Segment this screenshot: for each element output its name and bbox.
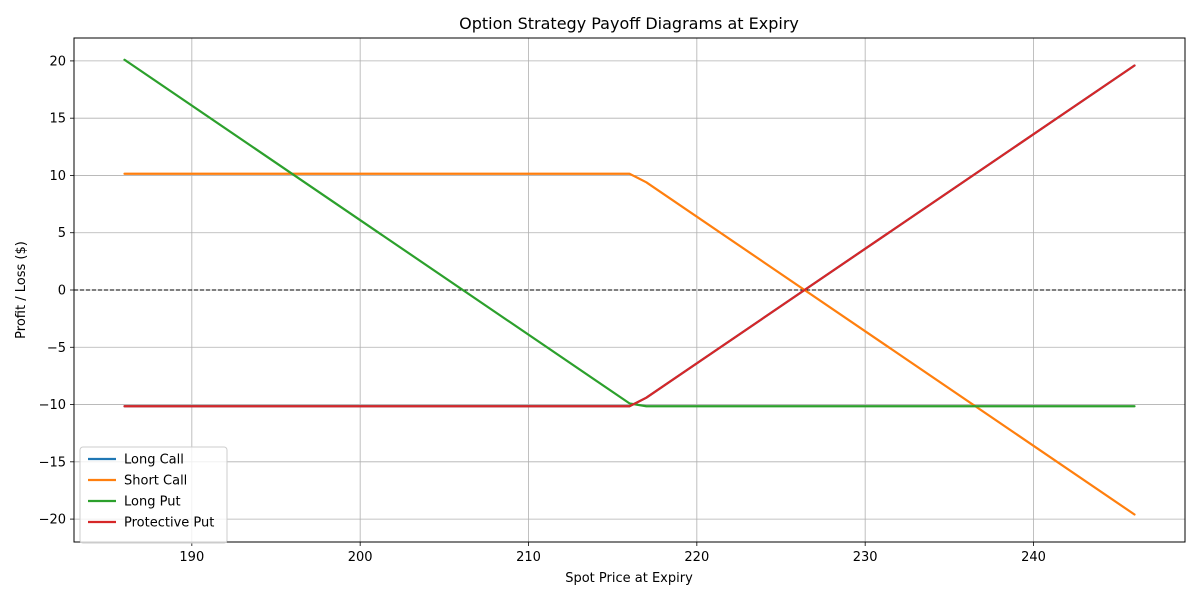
- series-lines: [123, 58, 1136, 516]
- legend-label: Short Call: [124, 474, 187, 489]
- y-axis-label: Profit / Loss ($): [14, 241, 29, 339]
- legend-label: Protective Put: [124, 516, 214, 531]
- legend-label: Long Put: [124, 495, 181, 510]
- y-tick-label: −15: [39, 455, 66, 470]
- legend: Long Call Short Call Long Put Protective Pu…: [79, 446, 228, 544]
- y-tick-label: −20: [39, 513, 66, 528]
- x-tick-label: 240: [1021, 550, 1046, 565]
- series-line-short-call: [123, 172, 1136, 516]
- series-line-protective-put: [123, 64, 1136, 408]
- series-line-long-put: [123, 58, 1136, 408]
- y-tick-label: 0: [58, 284, 66, 299]
- x-tick-label: 190: [179, 550, 204, 565]
- legend-label: Long Call: [124, 453, 184, 468]
- x-tick-label: 200: [348, 550, 373, 565]
- y-tick-label: −5: [47, 341, 66, 356]
- chart-title: Option Strategy Payoff Diagrams at Expir…: [459, 14, 799, 33]
- x-axis-label: Spot Price at Expiry: [565, 571, 693, 586]
- axis-ticks: 190 200 210 220 230 240 −20 −15 −10 −5 0 5 10 15 20: [39, 54, 1046, 565]
- y-tick-label: 5: [58, 226, 66, 241]
- y-tick-label: 10: [49, 169, 66, 184]
- x-tick-label: 210: [516, 550, 541, 565]
- x-tick-label: 230: [853, 550, 878, 565]
- y-tick-label: 15: [49, 112, 66, 127]
- x-tick-label: 220: [684, 550, 709, 565]
- y-tick-label: 20: [49, 54, 66, 69]
- legend-box: [79, 446, 228, 544]
- y-tick-label: −10: [39, 398, 66, 413]
